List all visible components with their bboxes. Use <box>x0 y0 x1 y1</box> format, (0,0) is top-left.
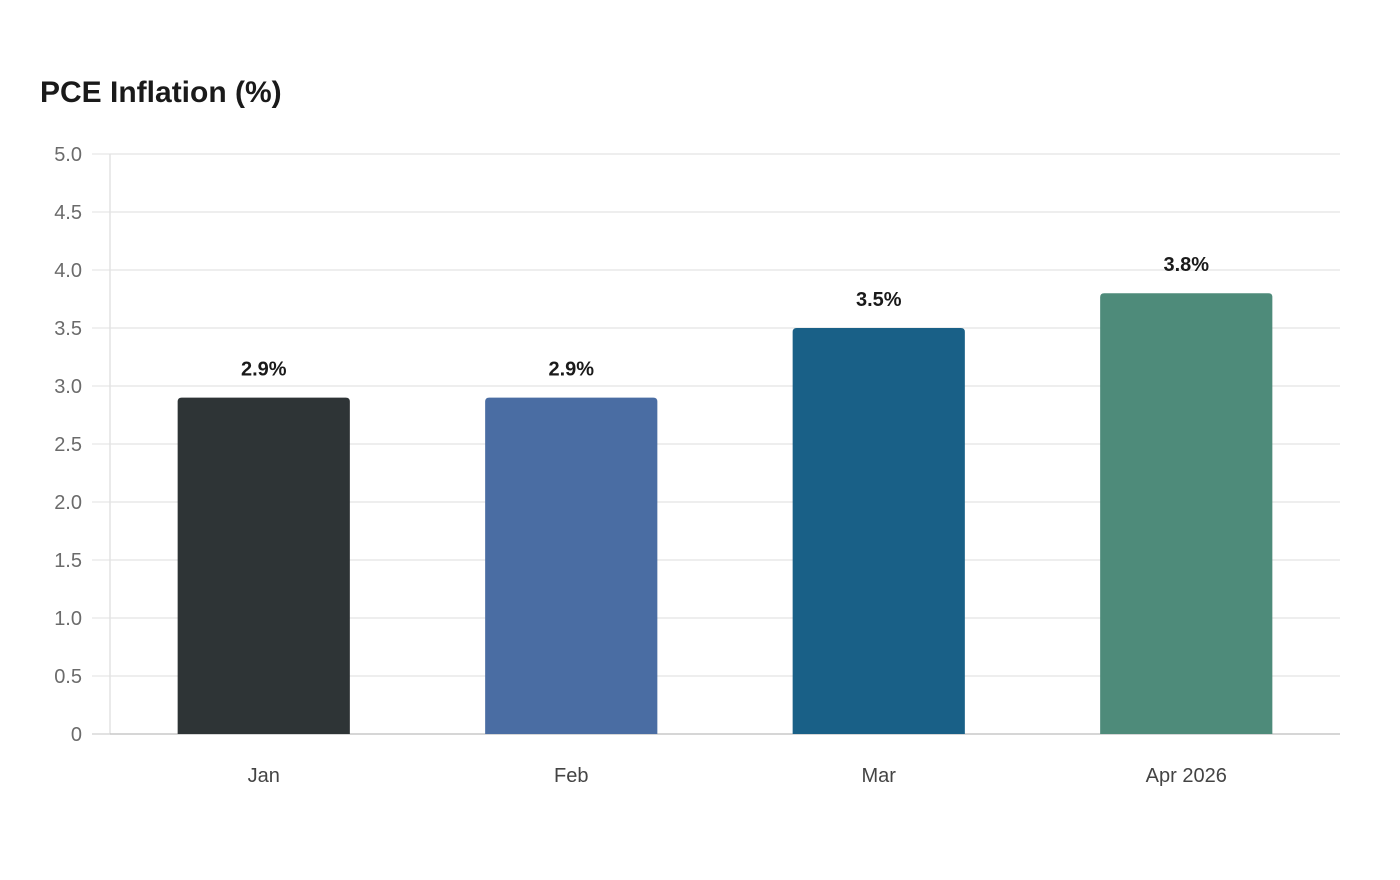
y-tick-label: 1.5 <box>54 550 82 572</box>
bar-mar <box>792 328 965 734</box>
data-label: 3.5% <box>856 289 902 311</box>
data-label: 3.8% <box>1163 254 1209 276</box>
y-tick-label: 2.0 <box>54 492 82 514</box>
y-tick-label: 4.0 <box>54 260 82 282</box>
y-tick-label: 1.0 <box>54 608 82 630</box>
data-label: 2.9% <box>548 359 594 381</box>
x-tick-label: Feb <box>554 765 588 787</box>
bar-apr-2026 <box>1100 293 1273 734</box>
y-tick-label: 0.5 <box>54 666 82 688</box>
x-tick-label: Jan <box>248 765 280 787</box>
x-tick-label: Apr 2026 <box>1146 765 1227 787</box>
x-tick-label: Mar <box>862 765 897 787</box>
y-tick-label: 4.5 <box>54 202 82 224</box>
bar-feb <box>485 397 658 734</box>
y-axis-ticks: 0 0.5 1.0 1.5 2.0 2.5 3.0 3.5 4.0 4.5 5.0 <box>54 144 110 746</box>
data-labels: 2.9% 2.9% 3.5% 3.8% <box>241 254 1209 380</box>
y-tick-label: 0 <box>71 724 82 746</box>
chart-title: PCE Inflation (%) <box>40 76 282 109</box>
data-label: 2.9% <box>241 359 287 381</box>
bars <box>177 293 1273 734</box>
x-axis-ticks: Jan Feb Mar Apr 2026 <box>248 765 1227 787</box>
y-tick-label: 5.0 <box>54 144 82 166</box>
bar-jan <box>177 397 350 734</box>
y-tick-label: 3.0 <box>54 376 82 398</box>
y-tick-label: 3.5 <box>54 318 82 340</box>
y-tick-label: 2.5 <box>54 434 82 456</box>
